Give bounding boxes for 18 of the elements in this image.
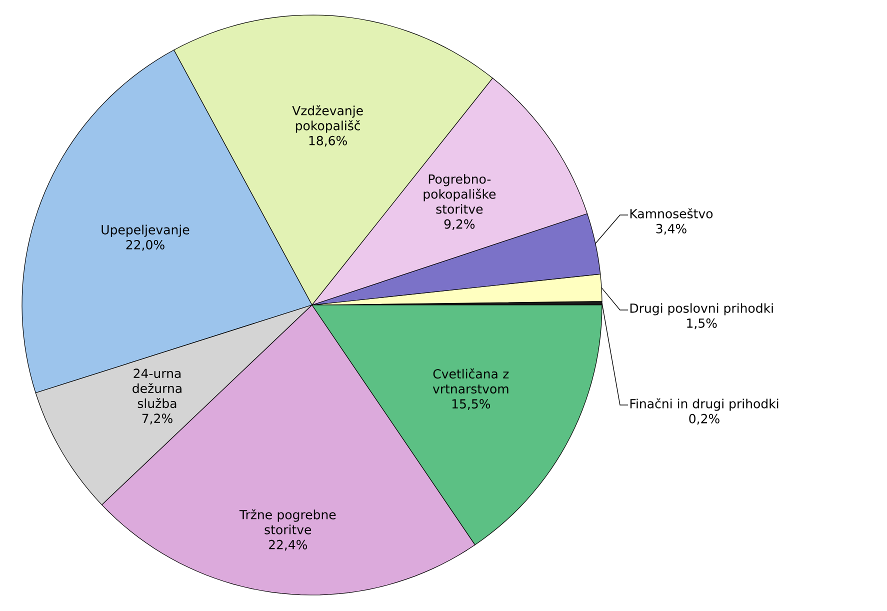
slice-label: 24-urna dežurna služba <box>132 368 182 408</box>
slice-label: Tržne pogrebne storitve <box>239 509 336 534</box>
data-label: 22,4% <box>268 540 308 551</box>
data-label: 7,2% <box>142 414 172 424</box>
slice-label: Cvetličana z vrtnarstvom <box>432 368 509 394</box>
data-label: 15,5% <box>452 399 490 410</box>
data-label: 9,2% <box>444 219 475 230</box>
data-label: 0,2% <box>689 414 720 425</box>
data-label: 22,0% <box>126 240 164 251</box>
slice-label: Pogrebno-pokopališke storitve <box>424 174 496 214</box>
slice-label: Drugi poslovni prihodki <box>630 303 773 316</box>
slice-label: Vzdževanje pokopališč <box>292 105 363 133</box>
slice-label: Upepeljevanje <box>102 224 190 237</box>
slice-label: Finačni in drugi prihodki <box>630 398 778 411</box>
data-label: 1,5% <box>687 318 717 330</box>
data-label: 3,4% <box>656 224 686 235</box>
data-label: 18,6% <box>309 136 347 147</box>
slice-label: Kamnoseštvo <box>630 208 713 218</box>
